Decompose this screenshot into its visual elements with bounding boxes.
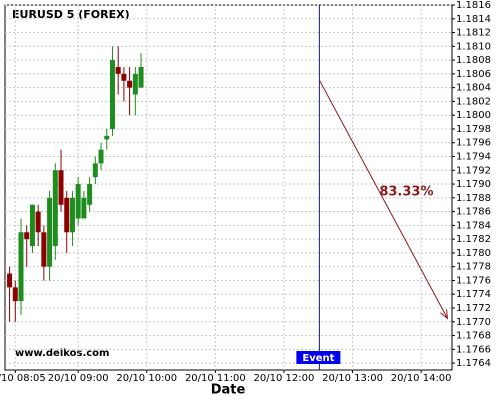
arrow-label: 83.33%	[379, 185, 433, 200]
chart-title: EURUSD 5 (FOREX)	[12, 8, 130, 21]
y-tick-label: 1.1812	[456, 28, 491, 39]
x-tick-label: 20/10 13:00	[322, 373, 383, 384]
y-tick-label: 1.1786	[456, 207, 491, 218]
y-tick-label: 1.1770	[456, 317, 491, 328]
y-tick-label: 1.1772	[456, 303, 491, 314]
candle-body	[41, 232, 47, 267]
y-tick-label: 1.1794	[456, 152, 491, 163]
candle-body	[47, 197, 53, 267]
candle-body	[52, 170, 58, 247]
candle-body	[121, 73, 127, 81]
candle-body	[18, 232, 24, 302]
candle-body	[64, 197, 70, 233]
x-tick-label: 20/10 09:00	[48, 373, 109, 384]
x-tick-label: 20/10 10:00	[116, 373, 177, 384]
watermark: www.delkos.com	[15, 348, 109, 359]
y-tick-label: 1.1774	[456, 289, 491, 300]
candle-body	[35, 211, 41, 233]
candle-body	[7, 273, 13, 288]
y-tick-label: 1.1792	[456, 165, 491, 176]
y-tick-label: 1.1808	[456, 55, 491, 66]
candle-body	[98, 149, 104, 164]
candle-body	[132, 73, 138, 95]
candle-body	[29, 204, 35, 247]
candle-body	[109, 60, 115, 129]
candle-body	[115, 66, 121, 74]
candle-body	[138, 66, 144, 88]
y-tick-label: 1.1764	[456, 358, 491, 369]
candle-body	[92, 163, 98, 178]
candle-body	[104, 135, 110, 140]
y-tick-label: 1.1782	[456, 234, 491, 245]
candle-body	[127, 80, 133, 88]
y-tick-label: 1.1784	[456, 220, 491, 231]
candle-body	[58, 170, 64, 205]
y-tick-label: 1.1768	[456, 331, 491, 342]
event-box	[296, 351, 341, 364]
candle-body	[81, 197, 87, 219]
x-axis-label: Date	[211, 383, 246, 398]
arrow-line	[318, 79, 448, 319]
y-tick-label: 1.1788	[456, 193, 491, 204]
x-tick-label: 20/10 12:00	[254, 373, 315, 384]
candle-body	[12, 287, 18, 302]
y-tick-label: 1.1814	[456, 14, 491, 25]
candle-body	[69, 197, 75, 233]
y-tick-label: 1.1778	[456, 262, 491, 273]
y-tick-label: 1.1810	[456, 41, 491, 52]
x-tick-label: 20/10 11:00	[185, 373, 246, 384]
y-tick-label: 1.1806	[456, 69, 491, 80]
candle-body	[87, 184, 93, 205]
y-tick-label: 1.1780	[456, 248, 491, 259]
y-tick-label: 1.1816	[456, 0, 491, 11]
y-tick-label: 1.1804	[456, 83, 491, 94]
y-tick-label: 1.1790	[456, 179, 491, 190]
candle-body	[75, 184, 81, 219]
event-label: Event	[302, 353, 334, 364]
y-tick-label: 1.1766	[456, 344, 491, 355]
x-tick-label: 20/10 08:05	[0, 373, 46, 384]
x-tick-label: 20/10 14:00	[391, 373, 452, 384]
y-tick-label: 1.1776	[456, 275, 491, 286]
arrow-head	[440, 309, 449, 320]
y-tick-label: 1.1800	[456, 110, 491, 121]
y-tick-label: 1.1798	[456, 124, 491, 135]
y-tick-label: 1.1802	[456, 96, 491, 107]
y-tick-label: 1.1796	[456, 138, 491, 149]
candle-body	[24, 232, 30, 240]
